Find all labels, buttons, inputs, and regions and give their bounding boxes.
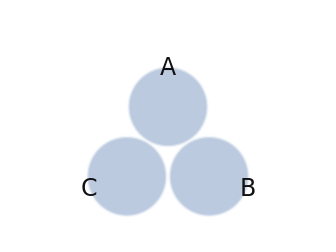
Circle shape	[170, 137, 249, 216]
Text: B: B	[239, 177, 256, 201]
Circle shape	[87, 137, 166, 216]
Text: C: C	[80, 177, 97, 201]
Circle shape	[129, 67, 207, 146]
Text: A: A	[160, 56, 176, 80]
